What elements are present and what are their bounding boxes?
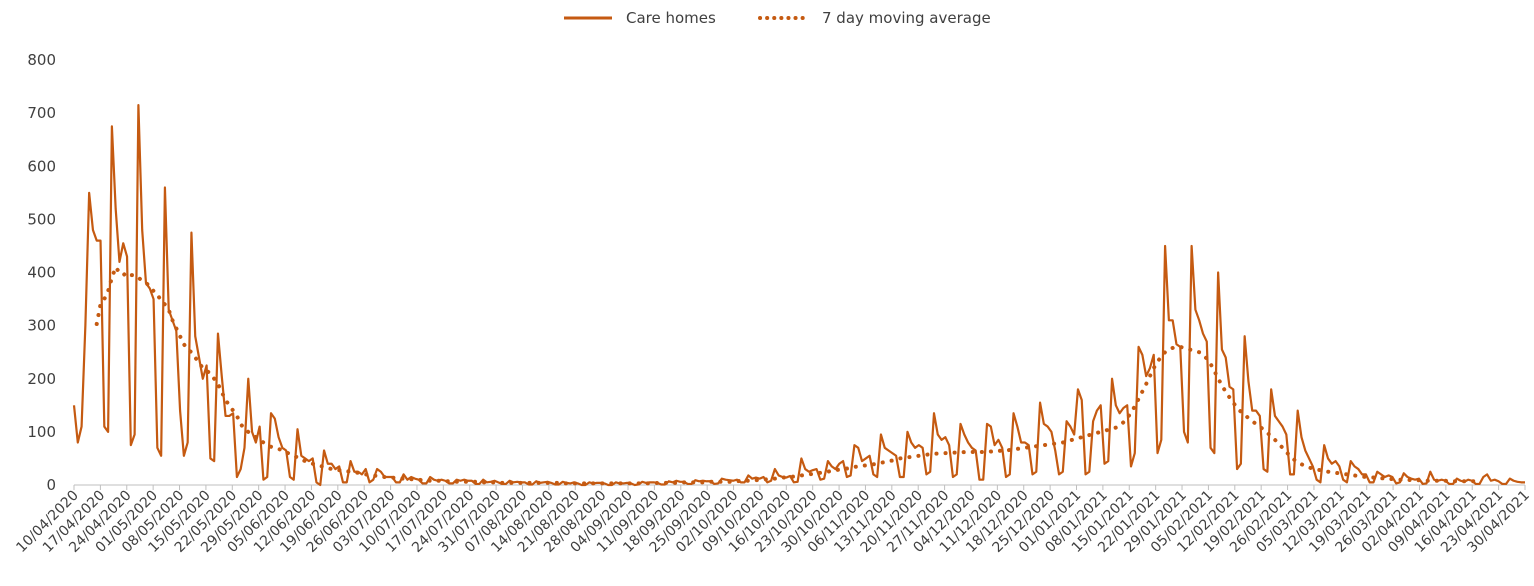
y-tick-label: 0 (46, 476, 56, 494)
y-tick-label: 100 (27, 423, 56, 441)
legend-label-moving-average: 7 day moving average (822, 9, 991, 27)
y-tick-label: 600 (27, 157, 56, 175)
y-tick-label: 700 (27, 104, 56, 122)
y-tick-label: 200 (27, 370, 56, 388)
series-line-moving-average (94, 262, 1478, 486)
plot-area (72, 104, 1525, 487)
legend-label-care-homes: Care homes (626, 9, 716, 27)
series-line-care-homes (72, 104, 1525, 487)
y-tick-label: 500 (27, 210, 56, 228)
y-axis: 0 100 200 300 400 500 600 700 800 (27, 51, 56, 494)
y-tick-label: 800 (27, 51, 56, 69)
chart-legend: Care homes 7 day moving average (564, 9, 991, 27)
y-tick-label: 400 (27, 264, 56, 282)
x-axis: 10/04/202017/04/202024/04/202001/05/2020… (13, 484, 1533, 556)
y-tick-label: 300 (27, 317, 56, 335)
